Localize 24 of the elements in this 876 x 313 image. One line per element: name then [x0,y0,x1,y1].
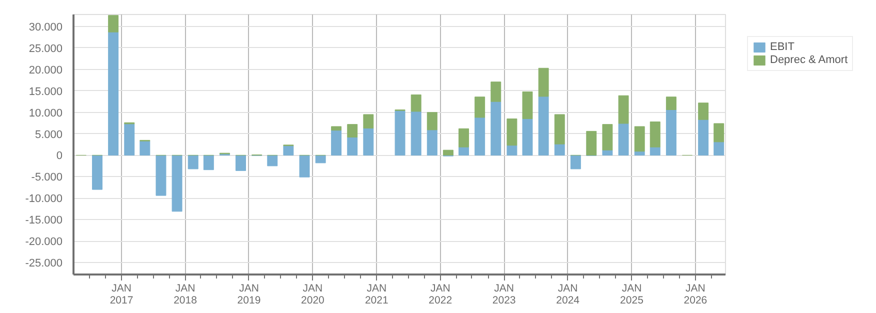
y-tick-label: -25.000 [25,257,63,270]
legend-label: Deprec & Amort [770,54,848,66]
y-tick-label: 5.000 [34,128,63,141]
x-tick-label: JAN 2019 [237,282,261,306]
y-tick-label: 25.000 [28,42,63,55]
x-tick-label: JAN 2024 [556,282,580,306]
x-tick-label: JAN 2018 [174,282,198,306]
y-tick-label: 20.000 [28,64,63,76]
x-tick-label: JAN 2023 [492,282,516,306]
x-tick-label: JAN 2020 [301,282,325,306]
y-tick-label: -5.000 [31,172,63,184]
y-tick-label: -20.000 [25,236,63,248]
y-tick-label: 15.000 [28,86,63,98]
x-tick-label: JAN 2017 [110,282,134,306]
x-tick-label: JAN 2021 [364,282,388,306]
y-tick-label: 30.000 [28,22,63,34]
x-tick-label: JAN 2022 [428,282,452,306]
x-tick-label: JAN 2026 [684,282,708,306]
legend-label: EBIT [770,41,794,53]
y-tick-label: 0 [56,150,63,162]
y-tick-label: -10.000 [25,193,63,206]
y-tick-label: -15.000 [25,214,63,227]
y-tick-label: 10.000 [28,107,63,120]
x-tick-label: JAN 2025 [620,282,644,306]
